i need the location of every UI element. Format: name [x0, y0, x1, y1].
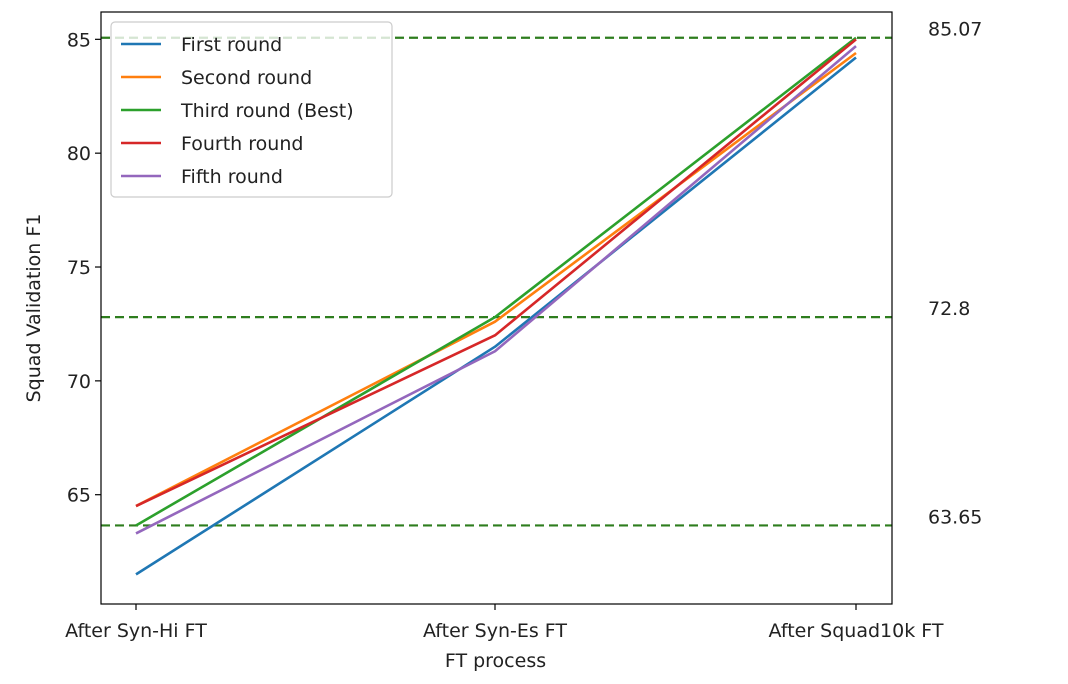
reference-line-label: 85.07 [928, 19, 982, 41]
legend: First round Second round Third round (Best… [110, 21, 393, 198]
y-tick-label: 70 [67, 371, 91, 393]
legend-box [110, 21, 393, 198]
legend-entry: Third round (Best) [180, 100, 354, 122]
x-axis-label: FT process [445, 650, 546, 672]
series-line [135, 45, 857, 535]
y-tick-label: 75 [67, 257, 91, 279]
y-tick-label: 85 [67, 29, 91, 51]
plot-frame [100, 11, 893, 605]
reference-labels: 85.07 72.8 63.65 [928, 19, 982, 529]
legend-entry: Fourth round [181, 133, 303, 155]
y-tick-label: 80 [67, 143, 91, 165]
y-tick-label: 65 [67, 485, 91, 507]
legend-entry: Fifth round [181, 166, 283, 188]
legend-entry: First round [181, 34, 282, 56]
x-tick-label: After Syn-Hi FT [65, 620, 207, 642]
x-tick-label: After Squad10k FT [769, 620, 944, 642]
legend-entry: Second round [181, 67, 312, 89]
reference-line-label: 63.65 [928, 506, 982, 528]
reference-line-label: 72.8 [928, 298, 970, 320]
y-axis-label: Squad Validation F1 [23, 214, 45, 403]
series-line [135, 36, 857, 527]
series-lines [135, 36, 857, 576]
series-line [135, 51, 857, 508]
series-line [135, 38, 857, 508]
x-tick-label: After Syn-Es FT [423, 620, 567, 642]
x-axis-ticks: After Syn-Hi FT After Syn-Es FT After Squa… [65, 604, 944, 642]
y-axis-ticks: 65 70 75 80 85 [67, 29, 101, 507]
series-line [135, 56, 857, 576]
